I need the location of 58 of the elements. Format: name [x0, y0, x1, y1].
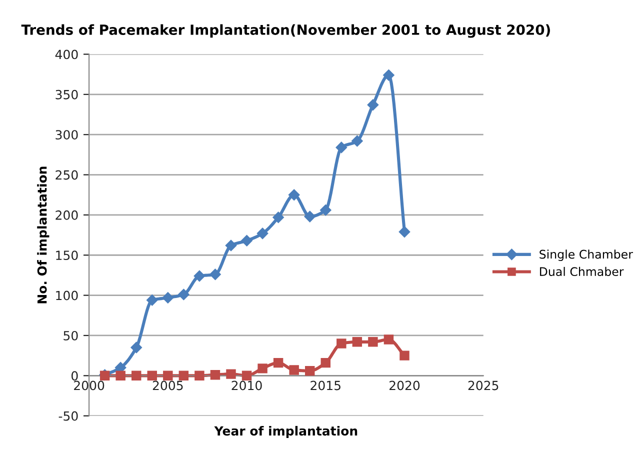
point: [320, 204, 332, 216]
y-tick-label: 350: [56, 90, 78, 100]
point: [352, 337, 362, 347]
point: [367, 99, 379, 110]
y-tick-label: 300: [56, 130, 78, 140]
point: [368, 337, 378, 347]
point: [383, 70, 394, 81]
point: [256, 228, 268, 240]
point: [241, 235, 252, 246]
y-tick-label: 50: [64, 330, 78, 340]
x-tick-label: 2010: [232, 380, 262, 390]
point: [258, 364, 268, 374]
point: [272, 212, 284, 223]
point: [178, 370, 189, 381]
point: [210, 370, 220, 380]
point: [242, 370, 252, 381]
point: [210, 268, 221, 280]
point: [194, 370, 204, 381]
chart-title: Trends of Pacemaker Implantation(November 2001 to August 2020): [21, 24, 550, 38]
point: [336, 142, 348, 154]
point: [400, 350, 410, 360]
legend-label: Single Chamber: [540, 250, 633, 262]
point: [146, 294, 158, 306]
point: [289, 365, 299, 375]
x-tick-label: 2000: [74, 380, 104, 390]
y-tick-label: 0: [71, 371, 78, 381]
point: [194, 270, 206, 282]
point: [273, 358, 284, 368]
y-tick-label: 100: [56, 290, 78, 300]
y-tick-label: 200: [56, 210, 78, 220]
point: [305, 366, 315, 376]
y-tick-label: 150: [56, 250, 78, 260]
y-tick-label: 400: [55, 50, 78, 60]
point: [304, 210, 316, 222]
legend-label: Dual Chmaber: [540, 266, 624, 276]
y-tick-label: -50: [58, 411, 78, 421]
y-tick-label: 250: [56, 170, 78, 180]
x-axis-title: Year of implantation: [214, 426, 358, 438]
x-tick-label: 2020: [390, 380, 420, 390]
point: [163, 370, 173, 381]
point: [336, 338, 346, 348]
x-tick-label: 2015: [310, 380, 340, 390]
x-tick-label: 2005: [152, 380, 183, 390]
y-axis-title: No. Of implantation: [37, 166, 50, 304]
point: [288, 189, 300, 200]
point: [320, 358, 330, 368]
x-tick-label: 2025: [468, 380, 498, 390]
point: [226, 369, 236, 379]
point: [398, 226, 410, 238]
point: [352, 135, 363, 147]
point: [384, 334, 394, 344]
point: [116, 370, 126, 381]
point: [178, 288, 190, 300]
point: [147, 370, 157, 381]
point: [162, 292, 174, 304]
point: [131, 370, 142, 381]
point: [130, 342, 142, 354]
point: [225, 240, 237, 252]
